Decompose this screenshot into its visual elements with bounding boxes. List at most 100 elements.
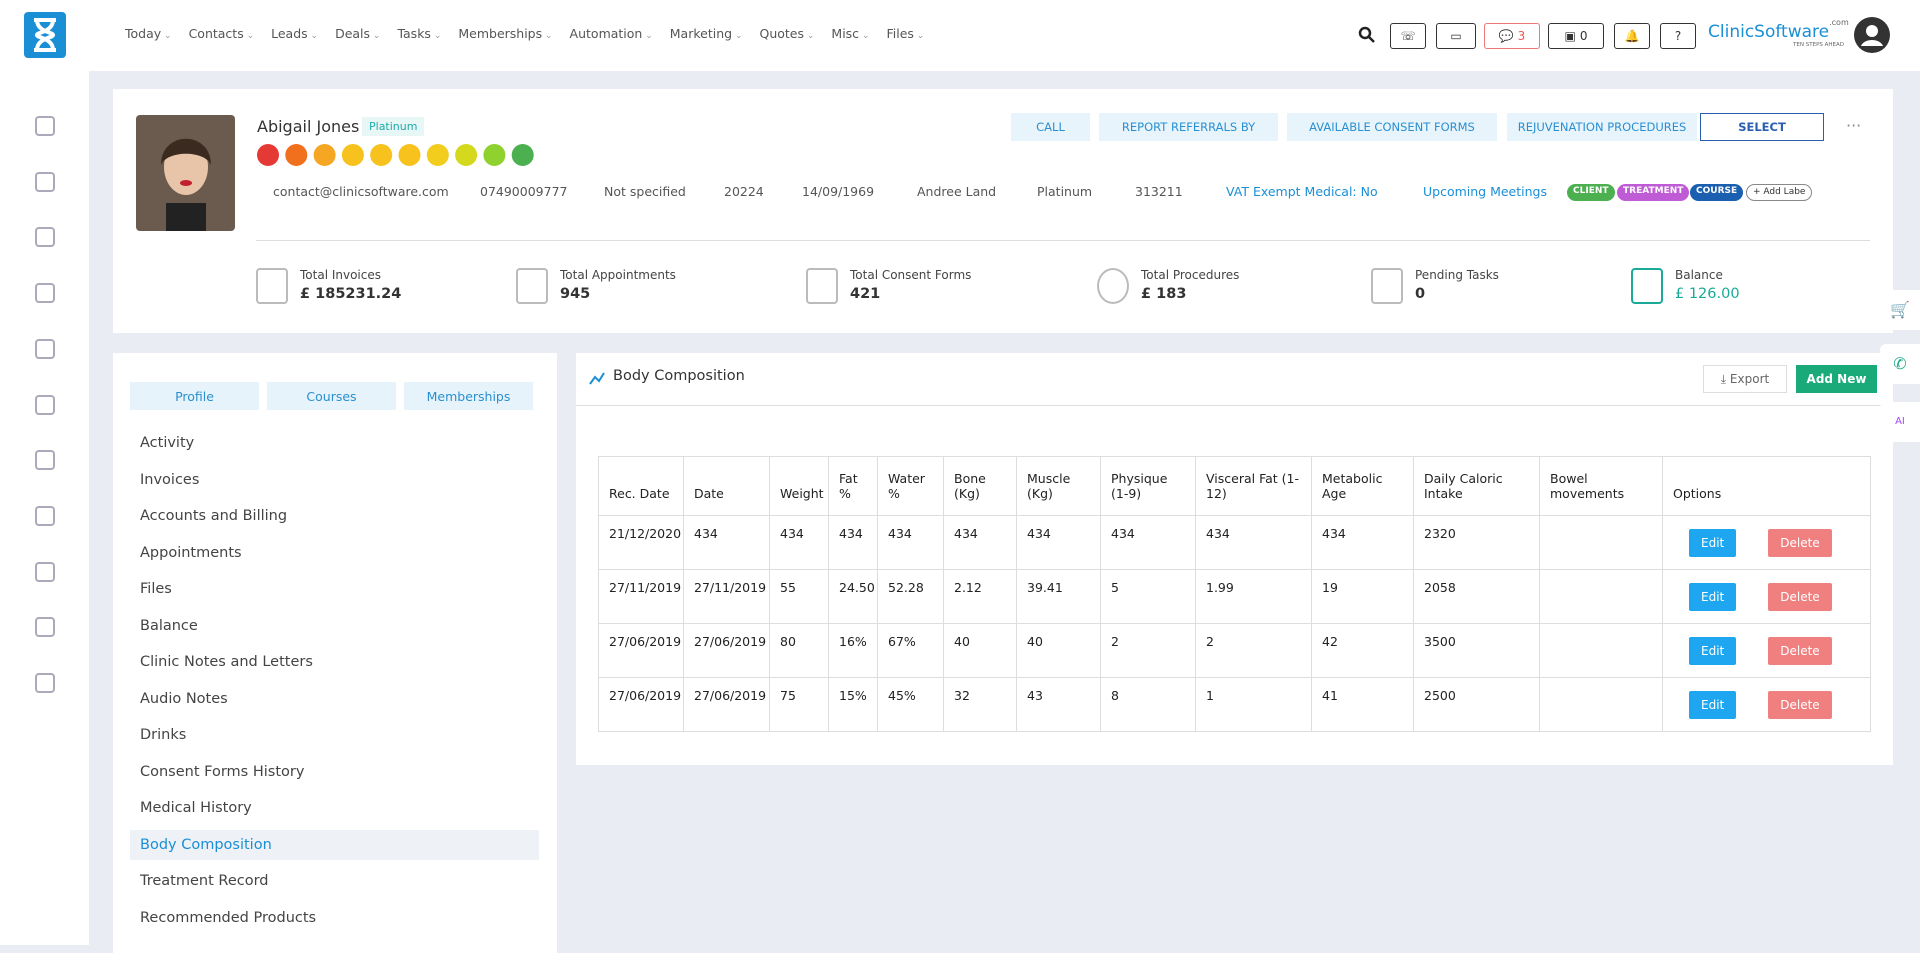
nav-item[interactable]: Automation: [570, 26, 653, 41]
delete-button[interactable]: Delete: [1768, 528, 1832, 557]
client-label[interactable]: + Add Labe: [1746, 184, 1813, 201]
face[interactable]: [455, 144, 478, 166]
edit-button[interactable]: Edit: [1689, 636, 1737, 665]
menu-item[interactable]: Activity: [140, 435, 195, 451]
divider: [256, 240, 1870, 241]
logo[interactable]: [22, 10, 68, 60]
sidebar-icon[interactable]: [35, 505, 55, 526]
client-detail[interactable]: VAT Exempt Medical: No: [1226, 184, 1378, 199]
delete-button[interactable]: Delete: [1768, 636, 1832, 665]
menu-item[interactable]: Medical History: [140, 800, 252, 816]
nav-item[interactable]: Quotes: [759, 26, 814, 41]
store-button[interactable]: ▣ 0: [1548, 23, 1604, 49]
bell-button[interactable]: 🔔: [1614, 23, 1650, 49]
table-cell: 39.41: [1016, 569, 1101, 624]
face[interactable]: [426, 144, 449, 166]
nav-item[interactable]: Tasks: [397, 26, 441, 41]
menu-item[interactable]: Clinic Notes and Letters: [140, 654, 313, 670]
user-avatar[interactable]: [1853, 16, 1891, 54]
action-button[interactable]: REJUVENATION PROCEDURES: [1507, 113, 1697, 141]
face[interactable]: [398, 144, 421, 166]
face[interactable]: [483, 144, 506, 166]
client-label[interactable]: CLIENT: [1567, 184, 1615, 201]
menu-item[interactable]: Body Composition: [140, 836, 272, 853]
sidebar-icon[interactable]: [35, 450, 55, 471]
table-cell: 434: [1311, 515, 1414, 570]
add-new-button[interactable]: Add New: [1796, 365, 1877, 393]
client-detail[interactable]: Upcoming Meetings: [1423, 184, 1547, 199]
face[interactable]: [257, 144, 279, 166]
stat-value: 421: [850, 286, 881, 302]
brand-name: ClinicSoftware: [1708, 22, 1830, 42]
phone-button[interactable]: ☏: [1390, 23, 1426, 49]
action-button[interactable]: CALL: [1011, 113, 1090, 141]
inbox-button[interactable]: ▭: [1436, 23, 1476, 49]
nav-item[interactable]: Leads: [271, 26, 318, 41]
action-button[interactable]: SELECT: [1700, 113, 1824, 141]
face[interactable]: [370, 144, 393, 166]
tab[interactable]: Memberships: [404, 382, 533, 410]
table-cell: 27/11/2019: [683, 569, 770, 624]
nav-item[interactable]: Memberships: [458, 26, 552, 41]
menu-item[interactable]: Consent Forms History: [140, 763, 305, 780]
help-button[interactable]: ?: [1660, 23, 1696, 49]
satisfaction-faces[interactable]: [254, 141, 544, 169]
options-cell: Edit Delete: [1662, 569, 1871, 624]
nav-item[interactable]: Files: [886, 26, 924, 41]
sidebar-icon[interactable]: [35, 561, 55, 582]
menu-item[interactable]: Accounts and Billing: [140, 508, 288, 524]
menu-item[interactable]: Balance: [140, 617, 198, 634]
face[interactable]: [511, 144, 534, 166]
action-button[interactable]: AVAILABLE CONSENT FORMS: [1287, 113, 1497, 141]
export-button[interactable]: ⤓ Export: [1703, 365, 1787, 393]
face[interactable]: [341, 144, 364, 166]
client-label[interactable]: COURSE: [1690, 184, 1744, 201]
table-cell: 434: [769, 515, 829, 570]
client-label[interactable]: TREATMENT: [1617, 184, 1690, 201]
ai-widget[interactable]: AI: [1880, 402, 1920, 442]
nav-item[interactable]: Contacts: [189, 26, 255, 41]
stat-label: Balance: [1675, 268, 1723, 282]
messages-button[interactable]: 💬 3: [1484, 23, 1540, 49]
top-bar: ☏ ▭ 💬 3 ▣ 0 🔔 ? ClinicSoftware.com TEN STE…: [0, 0, 1920, 71]
search-icon[interactable]: [1358, 26, 1376, 44]
whatsapp-widget[interactable]: ✆: [1880, 344, 1920, 384]
tab[interactable]: Profile: [130, 382, 259, 410]
nav-item[interactable]: Deals: [335, 26, 380, 41]
menu-item[interactable]: Audio Notes: [140, 690, 228, 707]
menu-item[interactable]: Invoices: [140, 471, 200, 488]
nav-item[interactable]: Marketing: [670, 26, 743, 41]
sidebar-icon[interactable]: [35, 116, 55, 136]
sidebar-icon[interactable]: [35, 283, 55, 304]
edit-button[interactable]: Edit: [1689, 690, 1737, 719]
edit-button[interactable]: Edit: [1689, 582, 1737, 611]
sidebar-icon[interactable]: [35, 227, 55, 248]
edit-button[interactable]: Edit: [1689, 528, 1737, 557]
menu-item[interactable]: Treatment Record: [140, 873, 269, 889]
sidebar-icon[interactable]: [35, 338, 55, 359]
sidebar-icon[interactable]: [35, 617, 55, 638]
nav-item[interactable]: Misc: [831, 26, 869, 41]
sidebar: [0, 71, 89, 945]
tab[interactable]: Courses: [267, 382, 396, 410]
sidebar-icon[interactable]: [35, 171, 55, 192]
cart-widget[interactable]: 🛒: [1880, 290, 1920, 330]
menu-item[interactable]: Appointments: [140, 544, 242, 561]
client-detail: 07490009777: [480, 184, 568, 199]
sidebar-icon[interactable]: [35, 394, 55, 415]
brand: ClinicSoftware.com TEN STEPS AHEAD: [1708, 18, 1849, 48]
delete-button[interactable]: Delete: [1768, 690, 1832, 719]
sidebar-icon[interactable]: [35, 673, 55, 693]
face[interactable]: [285, 144, 308, 166]
action-button[interactable]: REPORT REFERRALS BY: [1099, 113, 1278, 141]
face[interactable]: [313, 144, 336, 166]
table-cell: 434: [943, 515, 1017, 570]
stat-value: 0: [1415, 286, 1426, 302]
nav-item[interactable]: Today: [125, 26, 172, 41]
menu-item[interactable]: Files: [140, 581, 172, 597]
column-header: Rec. Date: [598, 456, 684, 516]
delete-button[interactable]: Delete: [1768, 582, 1832, 611]
more-menu[interactable]: ···: [1846, 116, 1862, 135]
menu-item[interactable]: Drinks: [140, 727, 187, 743]
menu-item[interactable]: Recommended Products: [140, 909, 317, 926]
